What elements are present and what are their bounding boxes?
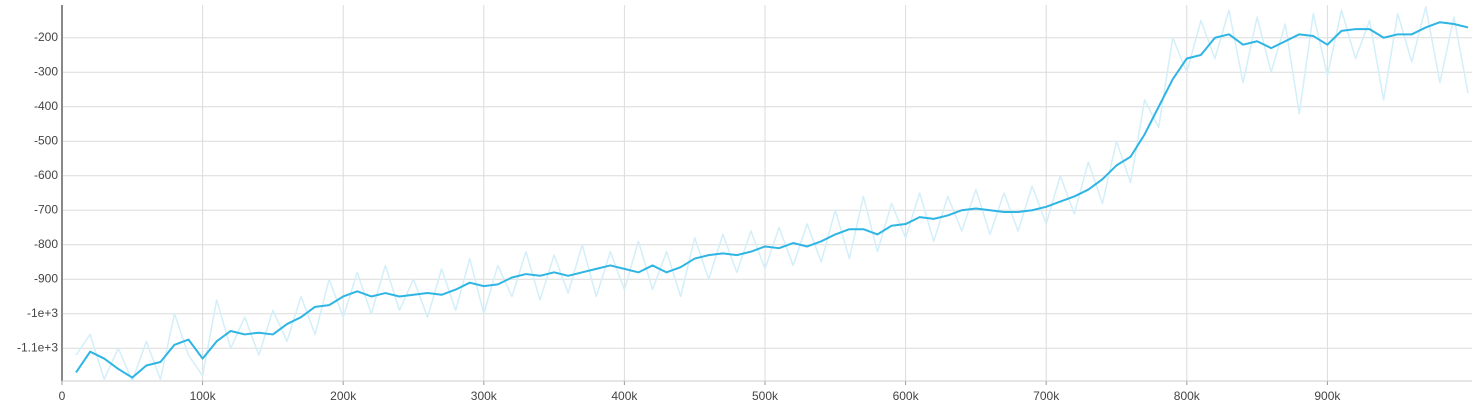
plot-area bbox=[75, 5, 1469, 381]
y-tick-label: -500 bbox=[34, 133, 58, 147]
y-tick-label: -600 bbox=[34, 168, 58, 182]
x-tick-label: 800k bbox=[1174, 389, 1201, 403]
y-tick-label: -200 bbox=[34, 30, 58, 44]
x-tick-label: 400k bbox=[611, 389, 638, 403]
x-tick-label: 700k bbox=[1033, 389, 1060, 403]
x-tick-label: 300k bbox=[471, 389, 498, 403]
y-tick-label: -300 bbox=[34, 64, 58, 78]
x-tick-label: 100k bbox=[190, 389, 217, 403]
x-tick-label: 600k bbox=[893, 389, 920, 403]
x-tick-label: 900k bbox=[1314, 389, 1341, 403]
y-tick-label: -1e+3 bbox=[27, 306, 58, 320]
x-tick-label: 200k bbox=[330, 389, 357, 403]
y-tick-label: -900 bbox=[34, 271, 58, 285]
y-tick-label: -1.1e+3 bbox=[17, 340, 58, 354]
data-line bbox=[75, 21, 1469, 379]
x-tick-label: 0 bbox=[59, 389, 66, 403]
y-tick-label: -400 bbox=[34, 99, 58, 113]
x-tick-label: 500k bbox=[752, 389, 779, 403]
y-tick-label: -800 bbox=[34, 237, 58, 251]
y-tick-label: -700 bbox=[34, 202, 58, 216]
